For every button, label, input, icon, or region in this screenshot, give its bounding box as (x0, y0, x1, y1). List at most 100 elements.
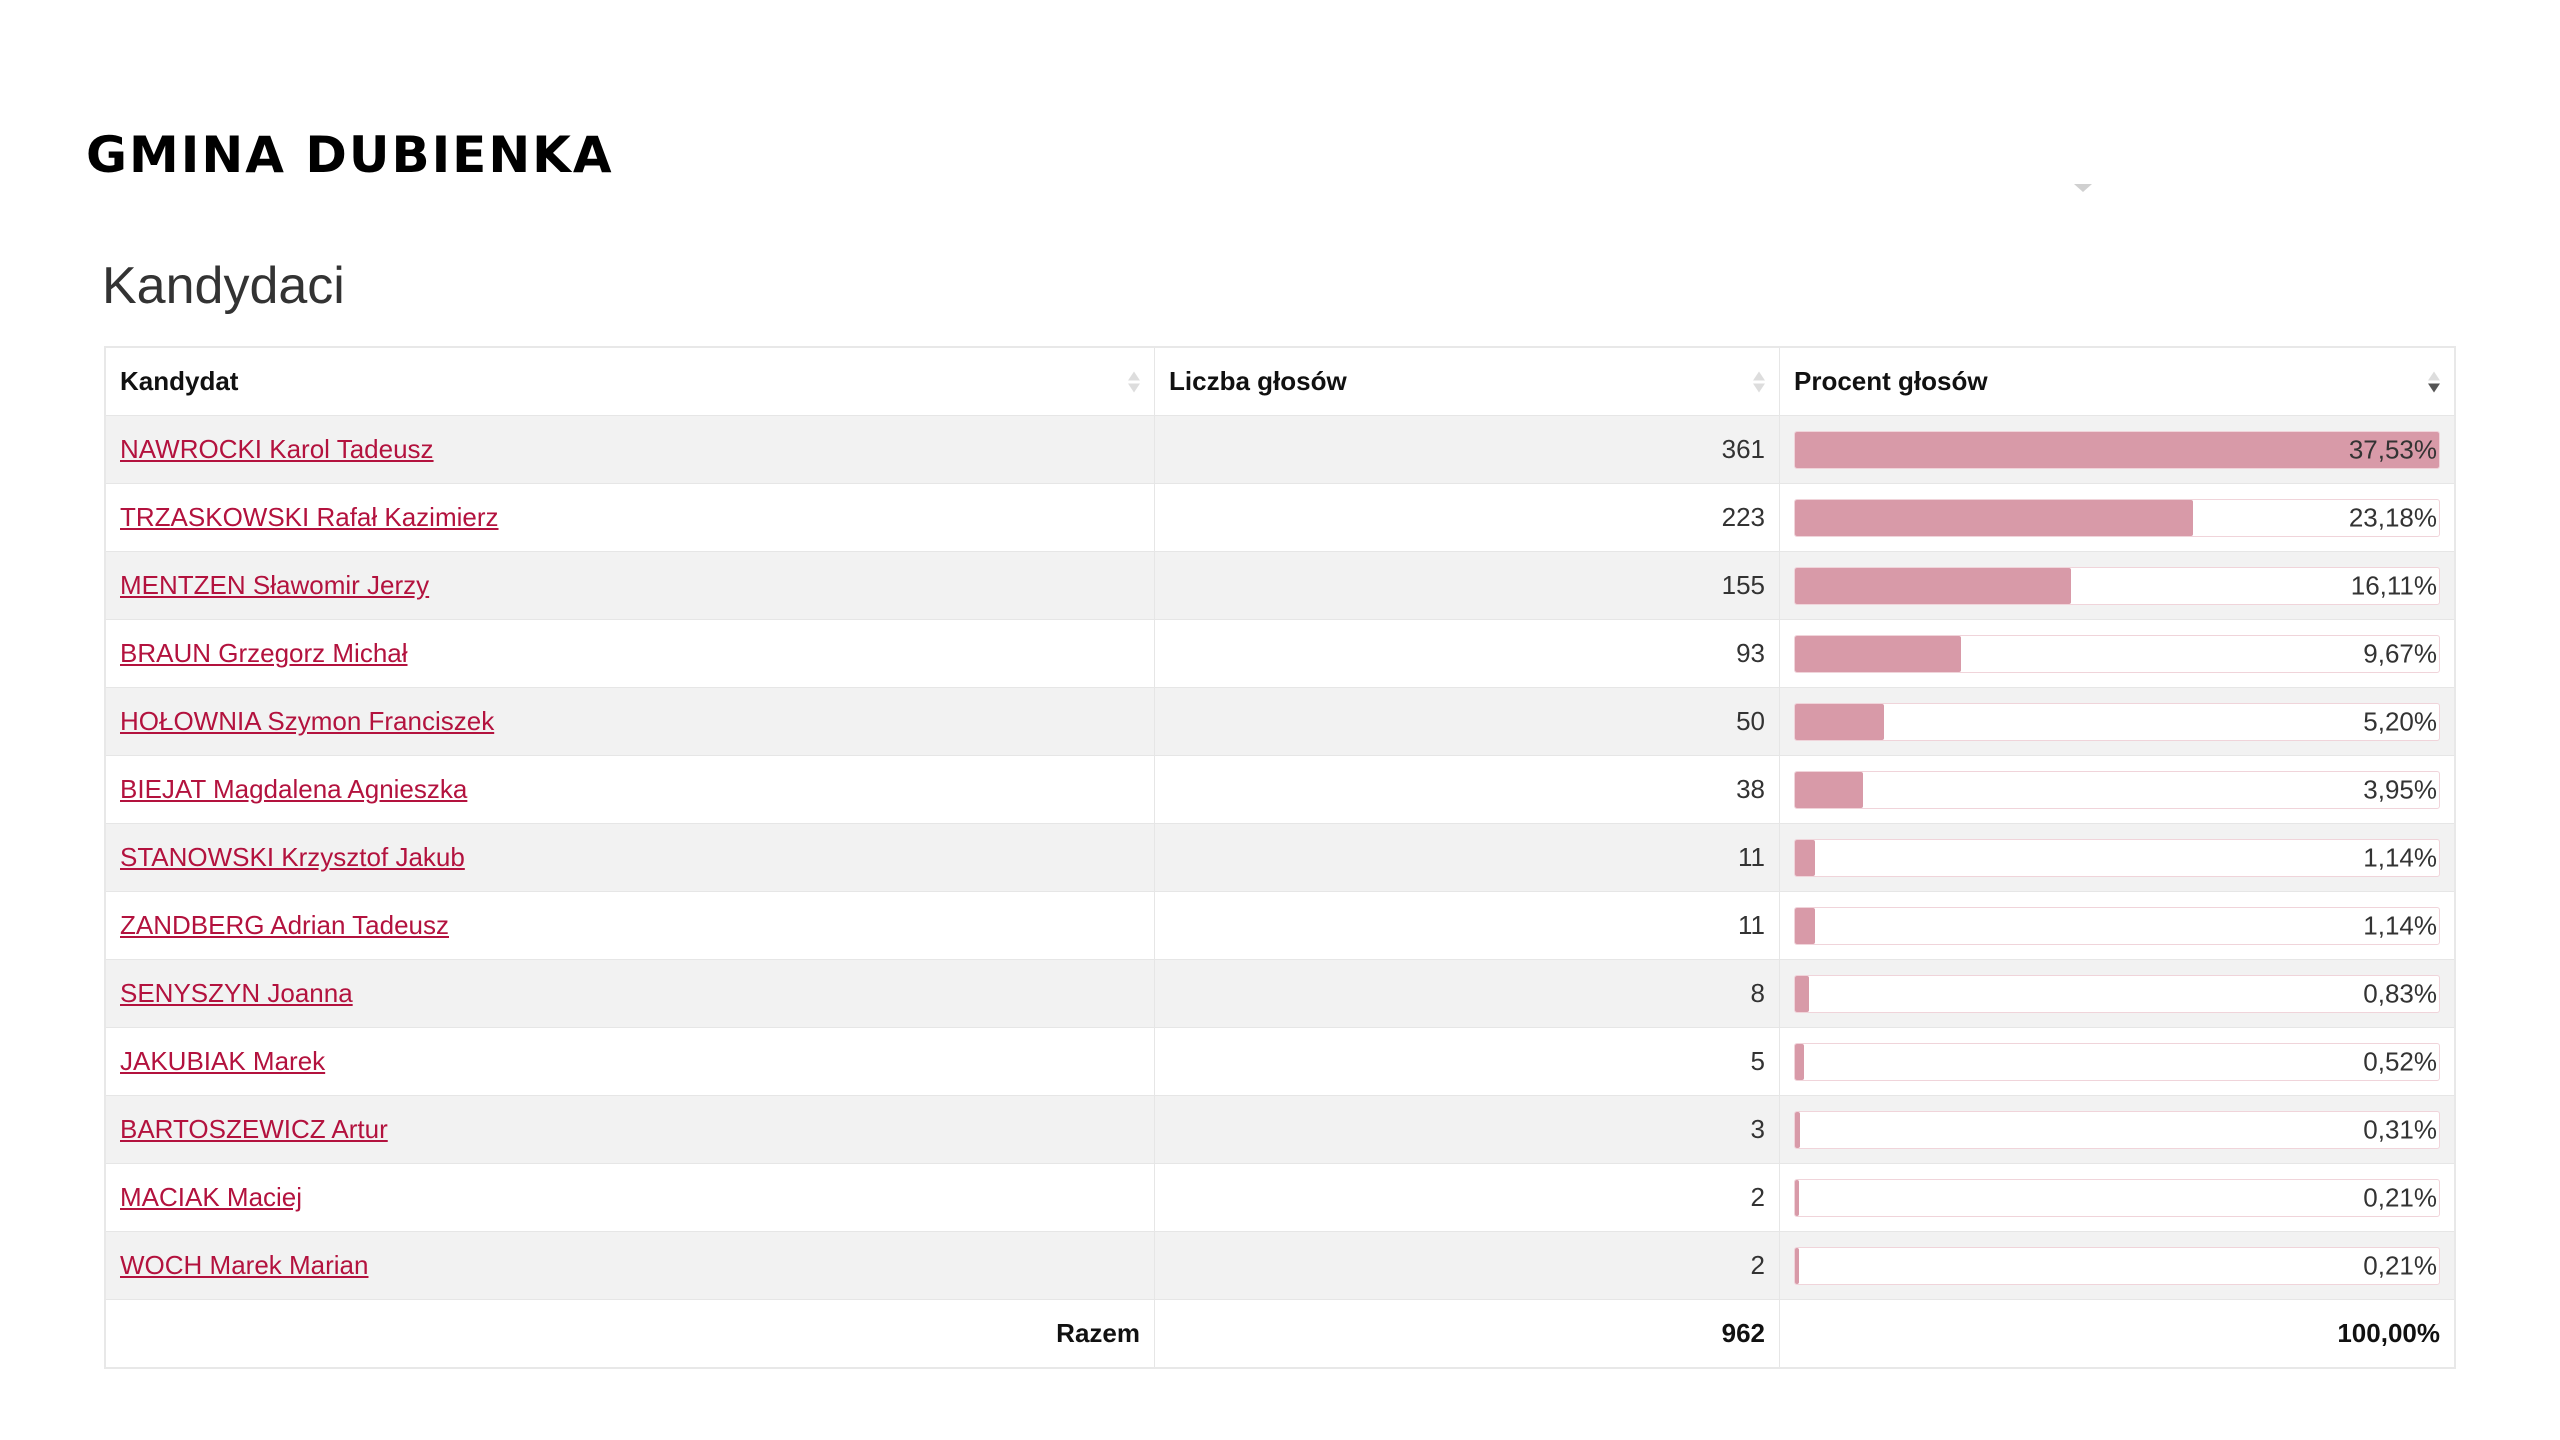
total-votes: 962 (1154, 1299, 1780, 1369)
percent-bar-fill (1795, 839, 1815, 876)
percent-bar-fill (1795, 703, 1885, 740)
votes-cell: 2 (1154, 1231, 1780, 1300)
percent-cell: 3,95% (1779, 755, 2456, 824)
candidate-cell: MENTZEN Sławomir Jerzy (104, 551, 1155, 620)
votes-cell: 11 (1154, 823, 1780, 892)
percent-bar-fill (1795, 431, 2439, 468)
candidate-link[interactable]: BRAUN Grzegorz Michał (120, 638, 408, 668)
percent-label: 3,95% (2363, 774, 2437, 804)
column-label: Kandydat (120, 366, 239, 396)
percent-cell: 1,14% (1779, 891, 2456, 960)
percent-cell: 0,21% (1779, 1163, 2456, 1232)
total-label: Razem (104, 1299, 1155, 1369)
table-row: BIEJAT Magdalena Agnieszka 38 3,95% (104, 755, 2456, 824)
percent-label: 23,18% (2348, 502, 2437, 532)
candidate-cell: SENYSZYN Joanna (104, 959, 1155, 1028)
table-row: MENTZEN Sławomir Jerzy 155 16,11% (104, 551, 2456, 620)
column-header-candidate[interactable]: Kandydat (104, 346, 1155, 416)
percent-cell: 5,20% (1779, 687, 2456, 756)
votes-cell: 155 (1154, 551, 1780, 620)
percent-bar-fill (1795, 907, 1815, 944)
table-row: WOCH Marek Marian 2 0,21% (104, 1231, 2456, 1300)
percent-label: 1,14% (2363, 842, 2437, 872)
percent-bar: 0,21% (1794, 1178, 2440, 1217)
votes-cell: 223 (1154, 483, 1780, 552)
votes-cell: 38 (1154, 755, 1780, 824)
percent-bar: 16,11% (1794, 566, 2440, 605)
percent-label: 9,67% (2363, 638, 2437, 668)
percent-label: 0,21% (2363, 1250, 2437, 1280)
candidate-link[interactable]: ZANDBERG Adrian Tadeusz (120, 910, 449, 940)
votes-cell: 11 (1154, 891, 1780, 960)
sort-desc-icon[interactable] (2428, 371, 2440, 392)
table-row: BRAUN Grzegorz Michał 93 9,67% (104, 619, 2456, 688)
percent-bar: 0,31% (1794, 1110, 2440, 1149)
candidate-link[interactable]: BARTOSZEWICZ Artur (120, 1114, 388, 1144)
candidate-link[interactable]: MACIAK Maciej (120, 1182, 303, 1212)
column-label: Procent głosów (1794, 366, 1988, 396)
percent-cell: 0,31% (1779, 1095, 2456, 1164)
table-row: TRZASKOWSKI Rafał Kazimierz 223 23,18% (104, 483, 2456, 552)
votes-cell: 5 (1154, 1027, 1780, 1096)
percent-bar-fill (1795, 567, 2072, 604)
candidate-link[interactable]: HOŁOWNIA Szymon Franciszek (120, 706, 495, 736)
table-row: SENYSZYN Joanna 8 0,83% (104, 959, 2456, 1028)
percent-bar-fill (1795, 1111, 1801, 1148)
percent-bar: 0,21% (1794, 1246, 2440, 1285)
candidate-link[interactable]: MENTZEN Sławomir Jerzy (120, 570, 430, 600)
percent-cell: 9,67% (1779, 619, 2456, 688)
votes-cell: 3 (1154, 1095, 1780, 1164)
percent-bar: 9,67% (1794, 634, 2440, 673)
percent-cell: 23,18% (1779, 483, 2456, 552)
sort-icon[interactable] (1753, 371, 1765, 392)
candidate-link[interactable]: WOCH Marek Marian (120, 1250, 369, 1280)
total-percent: 100,00% (1779, 1299, 2456, 1369)
percent-bar-fill (1795, 975, 1810, 1012)
table-row: BARTOSZEWICZ Artur 3 0,31% (104, 1095, 2456, 1164)
percent-cell: 1,14% (1779, 823, 2456, 892)
percent-bar: 3,95% (1794, 770, 2440, 809)
percent-bar: 5,20% (1794, 702, 2440, 741)
votes-cell: 361 (1154, 415, 1780, 484)
candidate-cell: WOCH Marek Marian (104, 1231, 1155, 1300)
table-row: HOŁOWNIA Szymon Franciszek 50 5,20% (104, 687, 2456, 756)
table-row: STANOWSKI Krzysztof Jakub 11 1,14% (104, 823, 2456, 892)
percent-bar: 37,53% (1794, 430, 2440, 469)
candidate-cell: NAWROCKI Karol Tadeusz (104, 415, 1155, 484)
sort-icon[interactable] (1128, 371, 1140, 392)
candidate-cell: BIEJAT Magdalena Agnieszka (104, 755, 1155, 824)
table-row: ZANDBERG Adrian Tadeusz 11 1,14% (104, 891, 2456, 960)
votes-cell: 50 (1154, 687, 1780, 756)
percent-bar: 1,14% (1794, 906, 2440, 945)
candidate-link[interactable]: TRZASKOWSKI Rafał Kazimierz (120, 502, 499, 532)
candidate-cell: TRZASKOWSKI Rafał Kazimierz (104, 483, 1155, 552)
candidate-cell: JAKUBIAK Marek (104, 1027, 1155, 1096)
column-header-votes[interactable]: Liczba głosów (1154, 346, 1780, 416)
table-row: JAKUBIAK Marek 5 0,52% (104, 1027, 2456, 1096)
candidate-cell: HOŁOWNIA Szymon Franciszek (104, 687, 1155, 756)
candidate-link[interactable]: NAWROCKI Karol Tadeusz (120, 434, 434, 464)
candidates-table: Kandydat Liczba głosów Procent głosów NA… (104, 346, 2456, 1369)
percent-label: 37,53% (2348, 434, 2437, 464)
percent-cell: 0,52% (1779, 1027, 2456, 1096)
table-row: NAWROCKI Karol Tadeusz 361 37,53% (104, 415, 2456, 484)
candidate-link[interactable]: JAKUBIAK Marek (120, 1046, 326, 1076)
percent-bar-fill (1795, 771, 1863, 808)
percent-bar: 0,83% (1794, 974, 2440, 1013)
candidate-cell: BARTOSZEWICZ Artur (104, 1095, 1155, 1164)
candidate-cell: BRAUN Grzegorz Michał (104, 619, 1155, 688)
votes-cell: 8 (1154, 959, 1780, 1028)
percent-bar: 23,18% (1794, 498, 2440, 537)
votes-cell: 93 (1154, 619, 1780, 688)
percent-label: 0,31% (2363, 1114, 2437, 1144)
candidate-link[interactable]: SENYSZYN Joanna (120, 978, 353, 1008)
candidate-link[interactable]: STANOWSKI Krzysztof Jakub (120, 842, 465, 872)
total-row: Razem 962 100,00% (104, 1299, 2456, 1369)
candidate-cell: MACIAK Maciej (104, 1163, 1155, 1232)
percent-label: 16,11% (2350, 570, 2437, 600)
percent-bar-fill (1795, 1179, 1799, 1216)
percent-label: 0,21% (2363, 1182, 2437, 1212)
candidate-link[interactable]: BIEJAT Magdalena Agnieszka (120, 774, 468, 804)
column-header-percent[interactable]: Procent głosów (1779, 346, 2456, 416)
percent-bar: 0,52% (1794, 1042, 2440, 1081)
